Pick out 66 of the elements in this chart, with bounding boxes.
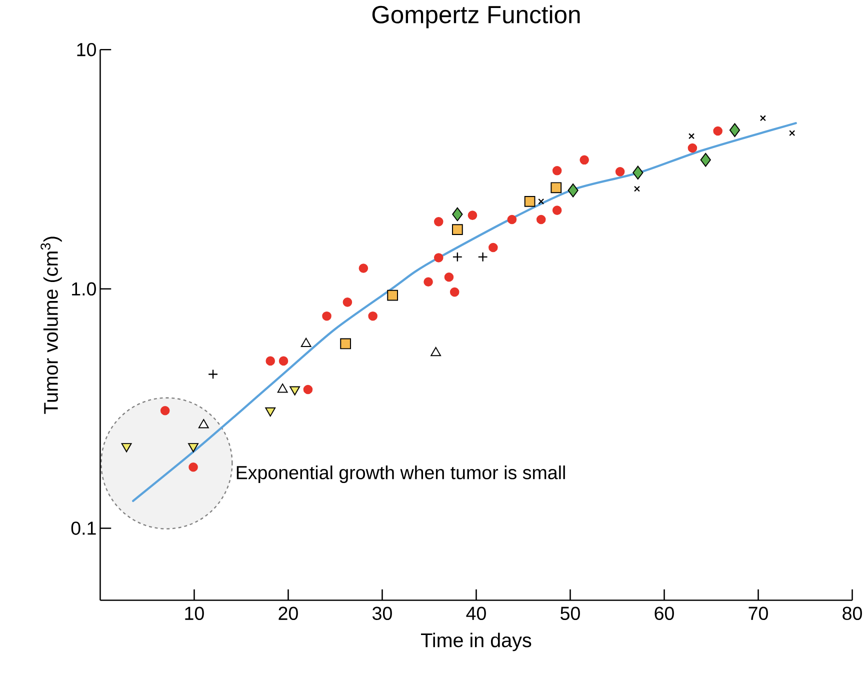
point <box>550 182 562 194</box>
point <box>322 312 332 321</box>
y-tick-label: 0.1 <box>71 522 96 536</box>
point <box>632 166 644 180</box>
x-axis-title: Time in days <box>421 632 532 652</box>
point <box>488 243 498 252</box>
point <box>121 443 132 452</box>
point <box>278 356 288 366</box>
point <box>160 406 170 416</box>
point <box>368 312 378 321</box>
point <box>300 338 312 348</box>
point <box>358 264 368 274</box>
point <box>303 385 313 394</box>
point <box>552 206 562 216</box>
point <box>430 347 442 356</box>
point <box>478 252 488 262</box>
point <box>188 443 198 452</box>
point <box>266 356 276 366</box>
point <box>615 167 625 177</box>
point <box>424 277 433 287</box>
y-tick-label: 10 <box>77 43 96 56</box>
y-tick-label: 1.0 <box>72 282 96 296</box>
x-tick-label: 20 <box>278 606 298 620</box>
point <box>688 144 698 153</box>
x-tick-label: 40 <box>466 606 486 620</box>
point <box>713 126 722 136</box>
point <box>634 186 640 192</box>
point <box>789 130 796 136</box>
annotation: Exponential growth when tumor is small <box>236 466 565 484</box>
point <box>434 253 444 263</box>
point <box>444 272 454 282</box>
point <box>450 288 460 297</box>
point <box>434 217 444 227</box>
chart-title: Gompertz Function <box>372 5 580 28</box>
point <box>290 386 300 396</box>
x-tick-label: 60 <box>654 606 674 620</box>
point <box>524 196 536 208</box>
point <box>188 462 198 472</box>
point <box>568 184 578 198</box>
point <box>700 153 711 168</box>
line-series <box>132 122 797 502</box>
point <box>580 155 589 165</box>
point <box>208 369 218 380</box>
x-tick-label: 80 <box>842 606 862 620</box>
point <box>452 252 462 262</box>
point <box>536 215 546 224</box>
y-axis-title: Tumor volume (cm$^{3}$) <box>40 236 62 414</box>
point <box>688 133 695 140</box>
point <box>507 215 517 224</box>
point <box>277 384 288 393</box>
x-tick-label: 30 <box>372 606 392 620</box>
point <box>265 408 276 417</box>
point <box>468 210 478 220</box>
x-tick-label: 50 <box>560 606 580 620</box>
point <box>552 166 562 176</box>
point <box>340 338 352 350</box>
point <box>760 115 766 122</box>
x-tick-label: 10 <box>185 606 204 620</box>
point <box>729 123 740 138</box>
point <box>538 198 544 205</box>
point <box>342 298 352 308</box>
point <box>387 290 398 301</box>
point <box>452 208 463 222</box>
point <box>452 224 463 236</box>
point <box>198 419 209 428</box>
x-tick-label: 70 <box>748 606 768 620</box>
